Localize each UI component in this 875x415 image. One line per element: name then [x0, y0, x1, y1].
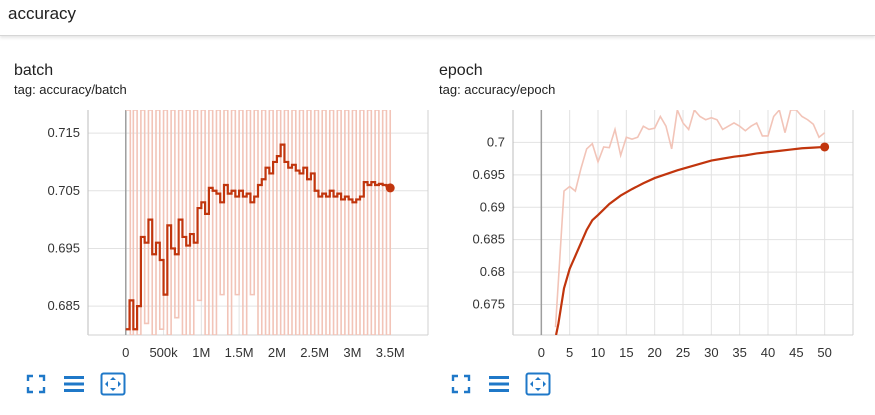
y-tick-label: 0.675 [472, 297, 505, 312]
x-tick-label: 40 [761, 345, 775, 360]
smoothed-series-line [554, 145, 825, 335]
x-tick-label: 0 [538, 345, 545, 360]
y-tick-label: 0.685 [472, 232, 505, 247]
list-icon [489, 376, 509, 392]
fit-domain-button[interactable] [525, 372, 551, 396]
fullscreen-icon [451, 374, 471, 394]
x-tick-label: 50 [817, 345, 831, 360]
fit-domain-icon [525, 372, 551, 396]
y-tick-label: 0.69 [480, 199, 505, 214]
fit-domain-button[interactable] [100, 372, 126, 396]
x-tick-label: 20 [647, 345, 661, 360]
last-point-marker [385, 183, 395, 193]
last-point-marker [820, 142, 830, 152]
y-tick-label: 0.695 [472, 167, 505, 182]
x-tick-label: 45 [789, 345, 803, 360]
x-tick-label: 10 [591, 345, 605, 360]
chart-tag: tag: accuracy/batch [14, 82, 127, 97]
fit-domain-icon [100, 372, 126, 396]
fullscreen-button[interactable] [449, 372, 473, 396]
raw-series-line [125, 110, 392, 335]
x-tick-label: 25 [676, 345, 690, 360]
x-tick-label: 30 [704, 345, 718, 360]
chart-tag: tag: accuracy/epoch [439, 82, 556, 97]
toggle-log-button[interactable] [487, 372, 511, 396]
y-tick-label: 0.705 [47, 183, 80, 198]
y-tick-label: 0.685 [47, 298, 80, 313]
fullscreen-button[interactable] [24, 372, 48, 396]
chart-title: batch [14, 62, 54, 79]
y-tick-label: 0.715 [47, 125, 80, 140]
toggle-log-button[interactable] [62, 372, 86, 396]
chart-card-epoch: epoch tag: accuracy/epoch 0 5 10 15 20 25 30 35… [439, 52, 859, 402]
batch-chart[interactable]: 0 500k 1M 1.5M 2M 2.5M 3M 3.5M 0.685 0.695 0.705 0.… [14, 52, 434, 372]
epoch-chart[interactable]: 0 5 10 15 20 25 30 35 40 45 50 0.675 0.68 0.685 0.69 0.… [439, 52, 859, 372]
chart-card-batch: batch tag: accuracy/batch 0 500k 1M 1.5M 2M 2… [14, 52, 434, 402]
list-icon [64, 376, 84, 392]
section-header: accuracy [0, 0, 875, 36]
x-tick-label: 1.5M [225, 345, 254, 360]
x-tick-label: 5 [566, 345, 573, 360]
x-tick-label: 15 [619, 345, 633, 360]
x-tick-label: 1M [192, 345, 210, 360]
chart-title: epoch [439, 62, 483, 79]
smoothed-series-line [125, 143, 392, 331]
fullscreen-icon [26, 374, 46, 394]
x-tick-label: 3M [343, 345, 361, 360]
raw-series-line [554, 110, 826, 328]
section-title: accuracy [8, 4, 77, 23]
x-tick-label: 35 [732, 345, 746, 360]
y-tick-label: 0.7 [487, 134, 505, 149]
y-tick-label: 0.695 [47, 240, 80, 255]
x-tick-label: 2.5M [300, 345, 329, 360]
x-tick-label: 2M [268, 345, 286, 360]
x-tick-label: 500k [149, 345, 178, 360]
y-tick-label: 0.68 [480, 264, 505, 279]
x-tick-label: 0 [122, 345, 129, 360]
x-tick-label: 3.5M [376, 345, 405, 360]
